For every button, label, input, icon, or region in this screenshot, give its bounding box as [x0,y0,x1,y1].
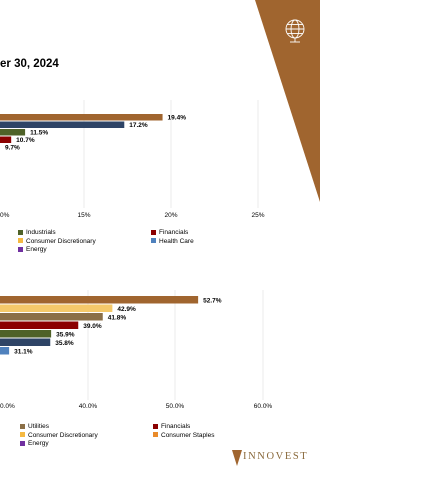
data-label: 35.9% [56,332,75,339]
legend-label: Consumer Staples [161,431,215,439]
legend-swatch [18,246,23,252]
x-tick-label: 60.0% [254,403,273,410]
legend-label: Health Care [159,237,194,245]
legend-swatch [153,423,158,429]
legend-item: Consumer Discretionary [18,238,96,247]
legend-swatch [20,423,25,429]
legend-item: Financials [153,423,190,432]
bar [0,136,12,143]
brand-banner [255,0,320,202]
legend-item: Industrials [18,229,56,238]
bar [0,129,26,136]
bar [0,347,10,355]
x-tick-label: 40.0% [79,403,98,410]
legend-item: Energy [18,246,47,255]
data-label: 31.1% [14,349,33,356]
data-label: 11.5% [30,130,48,137]
data-label: 41.8% [108,315,127,322]
legend-label: Utilities [28,423,49,430]
x-tick-label: 15% [77,212,90,219]
legend-swatch [151,238,156,243]
legend-item: Energy [20,440,49,449]
legend-label: Energy [28,440,49,447]
bar [0,338,51,346]
bar [0,121,125,128]
data-label: 42.9% [117,306,136,313]
bar [0,313,103,321]
globe-icon [285,19,305,43]
x-tick-label: 0.0% [0,403,15,410]
data-label: 9.7% [5,145,20,152]
legend-label: Financials [161,423,191,430]
data-label: 52.7% [203,298,222,305]
chart-top: 0% 15% 20% 25% 19.4% 17.2% 11.5%10.7%9.7% [0,100,265,219]
x-tick-label: 0% [0,212,10,219]
legend-swatch [151,229,156,235]
legend-label: Industrials [26,229,56,236]
bar [0,114,163,121]
legend-label: Consumer Discretionary [28,431,98,439]
data-label: 10.7% [16,137,35,144]
legend-swatch [20,440,25,446]
x-tick-label: 25% [251,212,264,219]
legend-item: Health Care [151,238,194,247]
legend-swatch [18,238,23,243]
legend-swatch [18,229,23,235]
brand-banner-shape [255,0,320,202]
brand-logo-text: INNOVEST [243,451,309,462]
legend-item: Consumer Discretionary [20,432,98,441]
page-title: er 30, 2024 [0,58,59,70]
legend-label: Financials [159,229,189,236]
x-tick-label: 50.0% [166,403,185,410]
legend-top: Industrials Financials Consumer Discretion… [18,229,268,257]
legend-item: Utilities [20,423,49,432]
legend-swatch [153,432,158,437]
innovest-logo-icon [232,450,242,466]
bar [0,321,79,329]
legend-swatch [20,432,25,437]
chart-bottom: 0.0% 40.0% 50.0% 60.0% 52.7% 42.9% 41.8% 39.0% 3… [0,290,273,410]
bar [0,304,113,312]
legend-item: Consumer Staples [153,432,214,441]
x-tick-label: 20% [164,212,177,219]
legend-item: Financials [151,229,188,238]
legend-label: Energy [26,246,47,253]
data-label: 39.0% [83,323,102,330]
bar [0,330,52,338]
data-label: 35.8% [55,340,74,347]
legend-bottom: Utilities Financials Consumer Discretionar… [20,423,270,451]
data-label: 19.4% [168,115,187,122]
bar [0,296,199,304]
legend-label: Consumer Discretionary [26,237,96,245]
data-label: 17.2% [129,122,148,129]
